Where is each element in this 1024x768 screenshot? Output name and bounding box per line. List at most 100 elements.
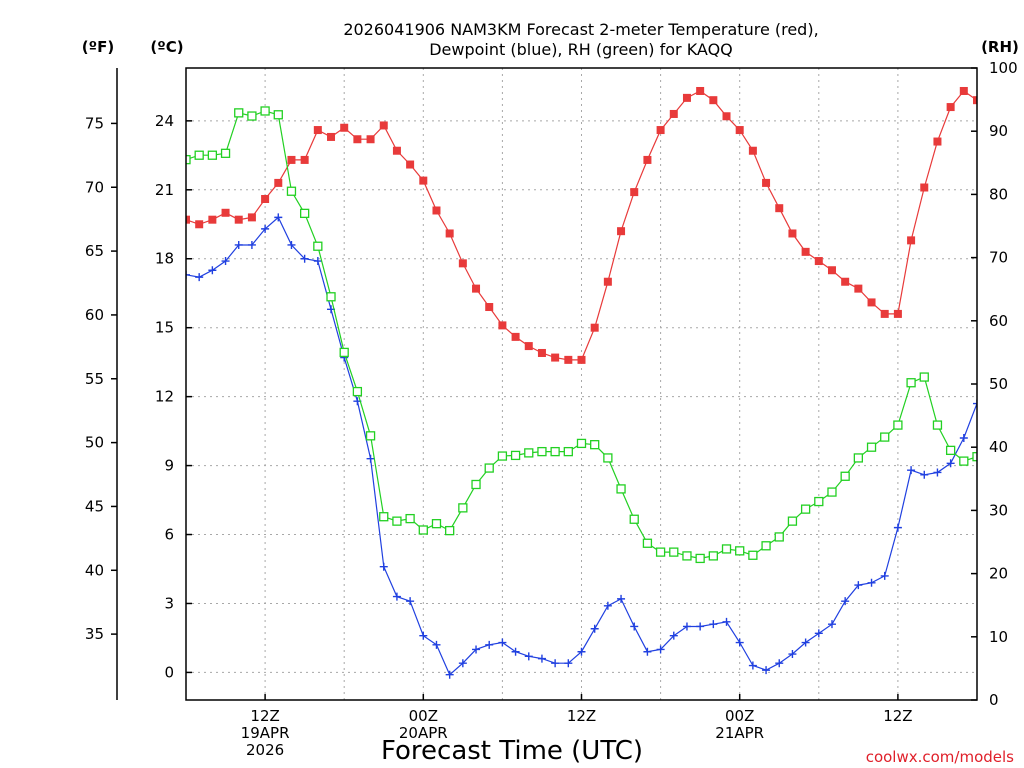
2-meter-temperature-point [854,284,863,293]
rh-point [550,446,560,457]
dewpoint-point [893,523,902,532]
dewpoint-point [485,640,494,649]
2-meter-temperature-point [247,213,256,222]
fahrenheit-tick-label: 60 [85,306,104,324]
2-meter-temperature-point [709,96,718,105]
celsius-tick-label: 9 [164,457,174,475]
chart-title-line-1: 2026041906 NAM3KM Forecast 2-meter Tempe… [343,20,818,39]
dewpoint-point [458,659,467,668]
dewpoint-point [603,601,612,610]
dewpoint-point [247,240,256,249]
dewpoint-point [274,213,283,222]
2-meter-temperature-point [353,135,362,144]
dewpoint-point [498,638,507,647]
dewpoint-point [524,652,533,661]
rh-point [273,110,283,120]
2-meter-temperature-point [551,353,560,362]
2-meter-temperature-point [300,155,309,164]
2-meter-temperature-point [406,160,415,169]
rh-point [629,514,639,524]
dewpoint-point [682,622,691,631]
dewpoint-point [432,640,441,649]
fahrenheit-tick-label: 35 [85,625,104,643]
2-meter-temperature-point [419,176,428,185]
rh-point [537,446,547,457]
fahrenheit-tick-label: 65 [85,242,104,260]
x-tick-label: 20APR [399,724,448,742]
dewpoint-point [669,631,678,640]
2-meter-temperature-point [195,220,204,229]
dewpoint-point [973,399,977,408]
rh-tick-label: 60 [989,312,1008,330]
rh-point [220,148,231,158]
x-tick-label: 12Z [250,707,279,725]
dewpoint-point [630,622,639,631]
rh-tick-label: 40 [989,438,1008,456]
dewpoint-point [617,594,626,603]
dewpoint-point [511,647,520,656]
rh-point [800,504,811,514]
rh-point [471,479,481,490]
rh-point [919,372,929,382]
rh-point [418,525,428,535]
2-meter-temperature-point [959,86,968,95]
celsius-tick-label: 21 [155,181,174,199]
rh-line [186,110,977,560]
2-meter-temperature-point [234,215,243,224]
2-meter-temperature-point [498,321,507,330]
2-meter-temperature-point [841,277,850,286]
rh-point [893,420,903,430]
fahrenheit-tick-label: 55 [85,370,104,388]
x-tick-label: 2026 [246,741,284,759]
rh-point [761,541,771,551]
rh-tick-label: 50 [989,375,1008,393]
dewpoint-point [867,578,876,587]
rh-tick-label: 80 [989,185,1008,203]
celsius-tick-label: 3 [164,594,174,612]
x-axis-label: Forecast Time (UTC) [381,736,643,766]
2-meter-temperature-point [313,126,322,135]
rh-point [655,547,666,557]
rh-point [906,378,916,388]
2-meter-temperature-point [946,103,955,112]
2-meter-temperature-point [485,303,494,312]
2-meter-temperature-point [524,342,533,351]
rh-point [234,108,244,118]
rh-point [497,451,508,461]
rh-point [484,463,494,473]
rh-point [286,186,297,196]
rh-point [603,453,613,463]
dewpoint-point [696,622,705,631]
2-meter-temperature-point [379,121,388,130]
dewpoint-point [195,273,204,282]
rh-point [431,519,442,529]
2-meter-temperature-point [208,215,217,224]
dewpoint-point [472,645,481,654]
dewpoint-point [827,620,836,629]
rh-point [695,553,705,564]
dewpoint-point [406,597,415,606]
x-tick-label: 12Z [883,707,912,725]
dewpoint-point [537,654,546,663]
2-meter-temperature-point [340,123,349,132]
2-meter-temperature-point [221,208,230,217]
celsius-tick-label: 0 [164,663,174,681]
dewpoint-point [300,254,309,263]
2-meter-temperature-point [722,112,731,121]
chart-title-line-2: Dewpoint (blue), RH (green) for KAQQ [429,40,733,59]
rh-point [524,448,534,458]
rh-point [326,292,336,302]
celsius-unit-label: (ºC) [150,38,183,56]
2-meter-temperature-point [775,204,784,213]
2-meter-temperature-point [590,323,599,332]
2-meter-temperature-point [880,309,889,318]
fahrenheit-tick-label: 40 [85,561,104,579]
x-tick-label: 00Z [409,707,438,725]
rh-point [866,442,877,452]
dewpoint-point [722,617,731,626]
rh-point [932,420,943,430]
2-meter-temperature-point [287,155,296,164]
rh-point [207,150,218,160]
dewpoint-point [590,624,599,633]
